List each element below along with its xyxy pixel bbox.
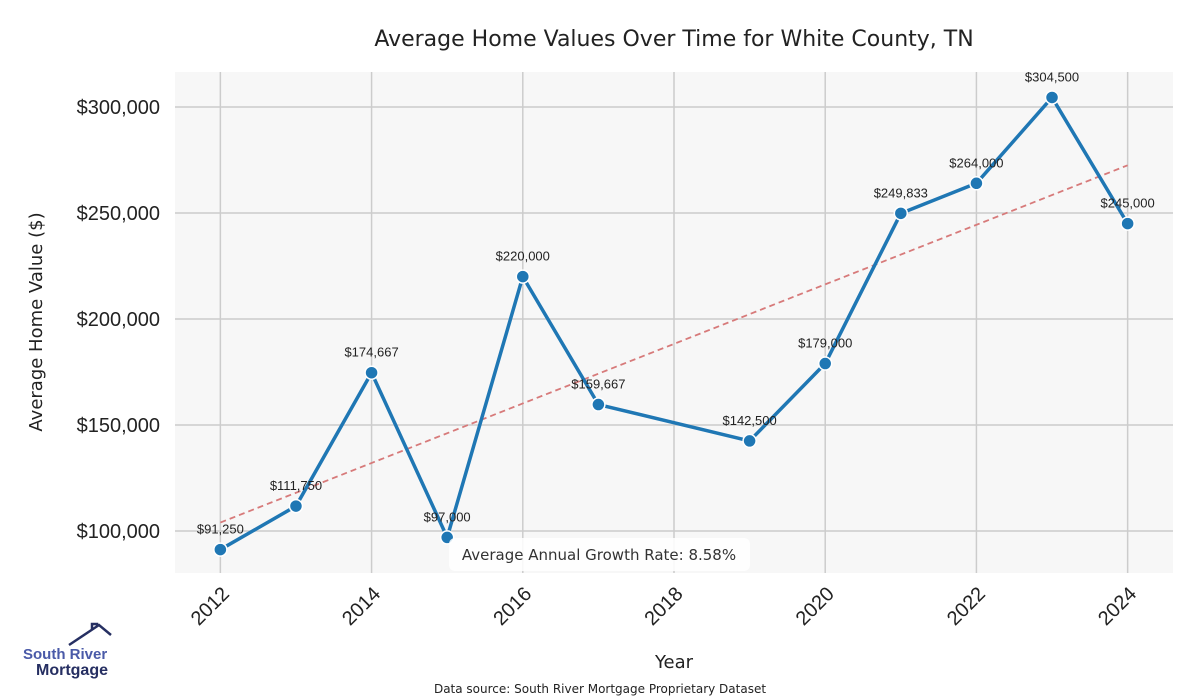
house-roof-icon	[68, 622, 112, 647]
logo-line2: Mortgage	[36, 662, 108, 679]
chart-title: Average Home Values Over Time for White …	[374, 27, 973, 52]
data-label: $159,667	[571, 377, 625, 392]
data-label: $179,000	[798, 336, 852, 351]
series-line	[219, 95, 1130, 552]
data-point	[817, 356, 833, 371]
data-point	[1044, 90, 1060, 105]
y-axis-label: Average Home Value ($)	[26, 212, 47, 431]
grid	[175, 72, 1173, 573]
y-tick-label: $300,000	[77, 97, 160, 119]
x-tick-label: 2012	[187, 583, 234, 630]
data-label: $111,750	[270, 478, 322, 493]
x-tick-label: 2018	[641, 583, 688, 630]
data-label: $220,000	[496, 249, 550, 264]
data-point	[742, 433, 757, 449]
data-point	[288, 498, 304, 514]
data-label: $97,000	[424, 509, 471, 524]
data-point	[969, 176, 984, 191]
data-points	[213, 90, 1135, 557]
trend-line	[220, 164, 1128, 524]
y-ticks: $100,000 $150,000 $200,000 $250,000 $300,000	[77, 97, 160, 543]
data-point	[515, 269, 531, 284]
south-river-logo: South River Mortgage	[23, 622, 112, 679]
data-label: $91,250	[197, 522, 244, 537]
data-label: $142,500	[722, 413, 776, 428]
x-tick-label: 2024	[1094, 583, 1141, 630]
data-label: $304,500	[1025, 69, 1079, 84]
data-label: $174,667	[344, 345, 398, 360]
x-tick-label: 2020	[792, 583, 839, 630]
data-source: Data source: South River Mortgage Propri…	[434, 682, 766, 696]
growth-annotation: Average Annual Growth Rate: 8.58%	[449, 538, 750, 571]
data-point	[364, 365, 379, 380]
data-point	[591, 397, 606, 412]
data-label: $245,000	[1101, 196, 1155, 211]
data-point	[213, 542, 228, 557]
x-tick-label: 2014	[338, 583, 385, 630]
data-label: $249,833	[874, 185, 928, 200]
x-ticks: 2012 2014 2016 2018 2020 2022 2024	[187, 583, 1141, 630]
y-tick-label: $250,000	[77, 203, 160, 225]
x-tick-label: 2016	[489, 583, 536, 630]
y-tick-label: $200,000	[77, 309, 160, 331]
y-tick-label: $150,000	[77, 415, 160, 437]
x-tick-label: 2022	[943, 583, 990, 630]
data-label: $264,000	[949, 155, 1003, 170]
y-tick-label: $100,000	[77, 521, 160, 543]
logo-line1: South River	[23, 646, 107, 663]
data-point	[893, 206, 909, 221]
data-labels: $91,250 $111,750 $174,667 $97,000 $220,000 $1…	[197, 69, 1155, 536]
x-axis-label: Year	[654, 652, 694, 673]
growth-rate-label: Average Annual Growth Rate: 8.58%	[462, 546, 736, 564]
data-point	[1120, 216, 1135, 231]
